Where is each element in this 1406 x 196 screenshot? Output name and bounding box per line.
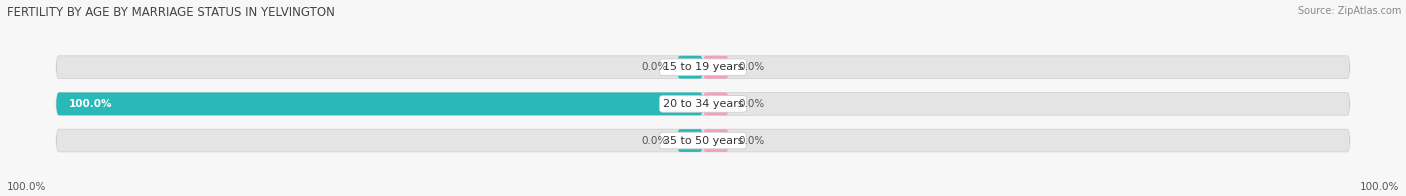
Text: 0.0%: 0.0% [738,99,765,109]
Text: 100.0%: 100.0% [1360,182,1399,192]
Text: 0.0%: 0.0% [641,136,668,146]
Text: 0.0%: 0.0% [641,62,668,72]
Text: 15 to 19 years: 15 to 19 years [662,62,744,72]
Text: 20 to 34 years: 20 to 34 years [662,99,744,109]
Text: 100.0%: 100.0% [7,182,46,192]
FancyBboxPatch shape [678,129,703,152]
FancyBboxPatch shape [678,56,703,79]
FancyBboxPatch shape [703,93,728,115]
FancyBboxPatch shape [56,93,703,115]
Text: Source: ZipAtlas.com: Source: ZipAtlas.com [1298,6,1402,16]
Text: 35 to 50 years: 35 to 50 years [662,136,744,146]
FancyBboxPatch shape [56,56,1350,79]
FancyBboxPatch shape [703,56,728,79]
Text: 0.0%: 0.0% [738,62,765,72]
FancyBboxPatch shape [703,129,728,152]
Text: FERTILITY BY AGE BY MARRIAGE STATUS IN YELVINGTON: FERTILITY BY AGE BY MARRIAGE STATUS IN Y… [7,6,335,19]
FancyBboxPatch shape [56,93,1350,115]
Text: 100.0%: 100.0% [69,99,112,109]
Text: 0.0%: 0.0% [738,136,765,146]
Legend: Married, Unmarried: Married, Unmarried [628,195,778,196]
FancyBboxPatch shape [56,129,1350,152]
